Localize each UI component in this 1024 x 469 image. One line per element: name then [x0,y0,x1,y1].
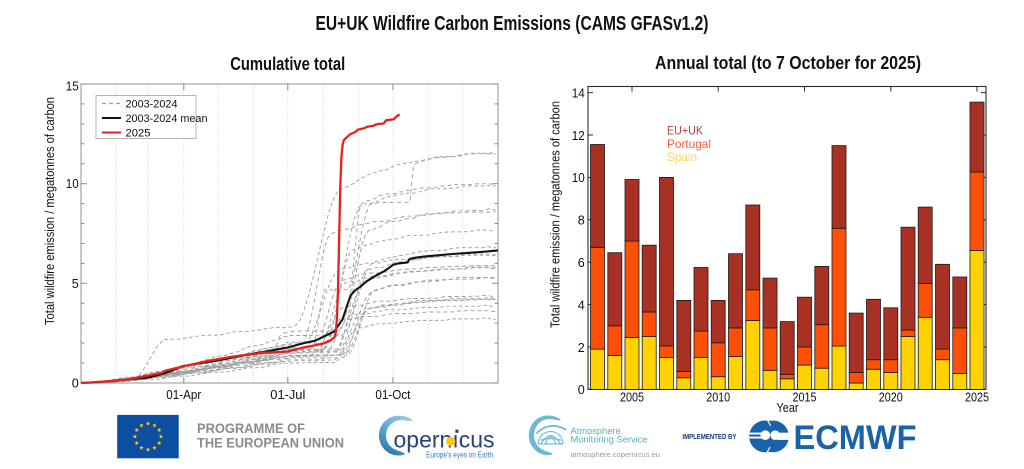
svg-text:2025: 2025 [965,390,989,404]
svg-text:2003-2024: 2003-2024 [126,99,178,111]
svg-text:IMPLEMENTED BY: IMPLEMENTED BY [682,432,736,441]
svg-text:6: 6 [578,256,585,270]
svg-text:Year: Year [777,401,799,415]
svg-text:Portugal: Portugal [667,137,711,151]
svg-text:Spain: Spain [667,150,697,164]
svg-text:Atmosphere: Atmosphere [571,426,621,436]
svg-text:Monitoring Service: Monitoring Service [571,435,648,445]
svg-text:PROGRAMME OF: PROGRAMME OF [197,421,305,436]
svg-text:opernıcus: opernıcus [394,427,495,453]
svg-text:Cumulative total: Cumulative total [230,53,345,74]
svg-text:EU+UK Wildfire Carbon Emission: EU+UK Wildfire Carbon Emissions (CAMS GF… [316,13,709,35]
svg-text:2020: 2020 [879,390,903,404]
svg-text:4: 4 [578,298,585,312]
svg-text:10: 10 [572,171,585,185]
svg-text:2025: 2025 [126,128,151,140]
svg-text:atmosphere.copernicus.eu: atmosphere.copernicus.eu [571,450,661,459]
svg-text:14: 14 [572,86,585,100]
svg-text:2: 2 [578,341,585,355]
svg-text:8: 8 [578,214,585,228]
svg-text:12: 12 [572,129,585,143]
svg-text:2003-2024 mean: 2003-2024 mean [126,113,208,125]
svg-text:THE EUROPEAN UNION: THE EUROPEAN UNION [197,436,344,451]
svg-text:2005: 2005 [620,390,644,404]
svg-text:5: 5 [72,277,79,291]
svg-text:01-Jul: 01-Jul [270,388,305,402]
svg-text:Total wildfire emission / mega: Total wildfire emission / megatonnes of … [43,97,57,325]
svg-text:EU+UK: EU+UK [667,124,703,138]
svg-text:01-Oct: 01-Oct [375,388,410,402]
svg-text:ECMWF: ECMWF [794,419,917,457]
svg-text:Annual total (to 7 October for: Annual total (to 7 October for 2025) [655,52,921,73]
svg-text:01-Apr: 01-Apr [166,388,201,402]
svg-text:Europe’s eyes on Earth: Europe’s eyes on Earth [426,450,493,459]
svg-text:0: 0 [578,383,585,397]
svg-text:Total wildfire emission / mega: Total wildfire emission / megatonnes of … [549,101,563,328]
svg-text:15: 15 [66,80,79,94]
svg-text:10: 10 [66,177,79,191]
svg-text:2010: 2010 [706,390,730,404]
svg-text:0: 0 [72,377,79,391]
svg-text:2015: 2015 [793,390,817,404]
